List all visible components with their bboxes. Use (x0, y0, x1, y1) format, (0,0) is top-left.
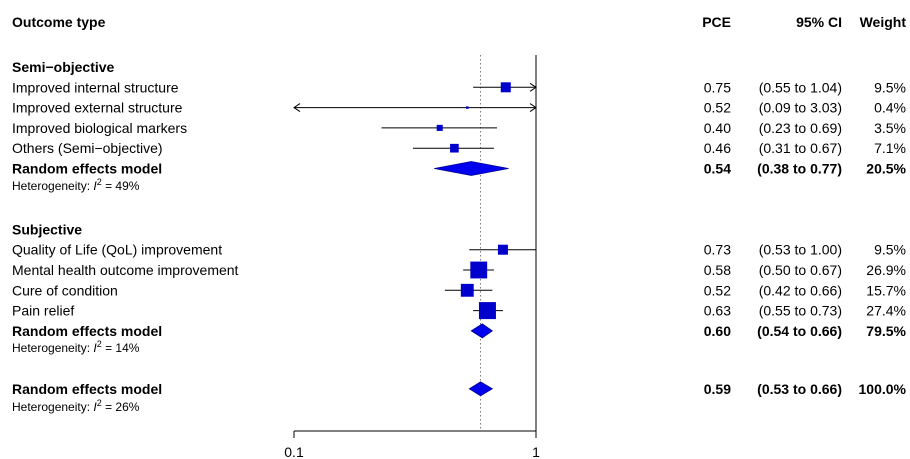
overall-model-estimate: 0.59 (704, 381, 731, 397)
x-tick-label: 0.1 (284, 444, 304, 459)
header-effect: PCE (702, 14, 731, 30)
study-weight: 27.4% (866, 303, 906, 319)
subgroup-heterogeneity: Heterogeneity: I2 = 14% (12, 339, 140, 355)
study-estimate: 0.52 (704, 100, 731, 116)
study-estimate: 0.46 (704, 140, 731, 156)
study-label: Others (Semi−objective) (12, 140, 163, 156)
study-ci: (0.53 to 1.00) (759, 242, 842, 258)
study-label: Improved external structure (12, 100, 183, 116)
study-estimate-square (470, 261, 488, 279)
study-estimate-square (450, 143, 459, 153)
subgroup-heterogeneity: Heterogeneity: I2 = 49% (12, 177, 140, 193)
study-label: Pain relief (12, 303, 74, 319)
study-estimate: 0.58 (704, 262, 731, 278)
subgroup-model-estimate: 0.54 (704, 161, 731, 177)
overall-model-label: Random effects model (12, 381, 162, 397)
study-estimate-square (500, 82, 511, 93)
study-weight: 7.1% (874, 140, 906, 156)
study-estimate-square (436, 124, 443, 131)
ci-arrow-right (529, 103, 537, 113)
study-weight: 9.5% (874, 79, 906, 95)
study-ci: (0.09 to 3.03) (759, 100, 842, 116)
study-estimate-square (460, 283, 474, 297)
study-estimate: 0.52 (704, 282, 731, 298)
subgroup-model-diamond (470, 323, 494, 339)
ci-arrow-left (293, 103, 301, 113)
subgroup-model-diamond (434, 161, 509, 176)
study-weight: 15.7% (866, 282, 906, 298)
overall-model-ci: (0.53 to 0.66) (757, 381, 842, 397)
study-ci: (0.23 to 0.69) (759, 120, 842, 136)
study-estimate: 0.40 (704, 120, 731, 136)
group-title: Semi−objective (12, 59, 115, 75)
subgroup-model-estimate: 0.60 (704, 323, 731, 339)
study-weight: 3.5% (874, 120, 906, 136)
ci-arrow-right (529, 82, 537, 92)
study-estimate: 0.73 (704, 242, 731, 258)
study-ci: (0.55 to 1.04) (759, 79, 842, 95)
study-estimate-square (466, 106, 469, 109)
study-estimate: 0.63 (704, 303, 731, 319)
study-estimate-square (497, 244, 508, 255)
study-label: Improved biological markers (12, 120, 187, 136)
x-tick-label: 1 (532, 444, 540, 459)
subgroup-model-ci: (0.38 to 0.77) (757, 161, 842, 177)
study-weight: 26.9% (866, 262, 906, 278)
subgroup-model-weight: 20.5% (866, 161, 906, 177)
study-label: Mental health outcome improvement (12, 262, 239, 278)
subgroup-model-label: Random effects model (12, 161, 162, 177)
study-ci: (0.42 to 0.66) (759, 282, 842, 298)
study-weight: 0.4% (874, 100, 906, 116)
study-estimate: 0.75 (704, 79, 731, 95)
study-estimate-square (478, 302, 496, 320)
study-ci: (0.50 to 0.67) (759, 262, 842, 278)
overall-model-weight: 100.0% (859, 381, 907, 397)
study-label: Quality of Life (QoL) improvement (12, 242, 222, 258)
header-ci: 95% CI (796, 14, 842, 30)
header-outcome-type: Outcome type (12, 14, 106, 30)
overall-model-diamond (468, 381, 494, 397)
study-ci: (0.31 to 0.67) (759, 140, 842, 156)
subgroup-model-ci: (0.54 to 0.66) (757, 323, 842, 339)
study-label: Cure of condition (12, 282, 118, 298)
overall-heterogeneity: Heterogeneity: I2 = 26% (12, 398, 140, 414)
subgroup-model-label: Random effects model (12, 323, 162, 339)
header-weight: Weight (860, 14, 907, 30)
study-ci: (0.55 to 0.73) (759, 303, 842, 319)
group-title: Subjective (12, 221, 82, 237)
subgroup-model-weight: 79.5% (866, 323, 906, 339)
study-weight: 9.5% (874, 242, 906, 258)
study-label: Improved internal structure (12, 79, 179, 95)
